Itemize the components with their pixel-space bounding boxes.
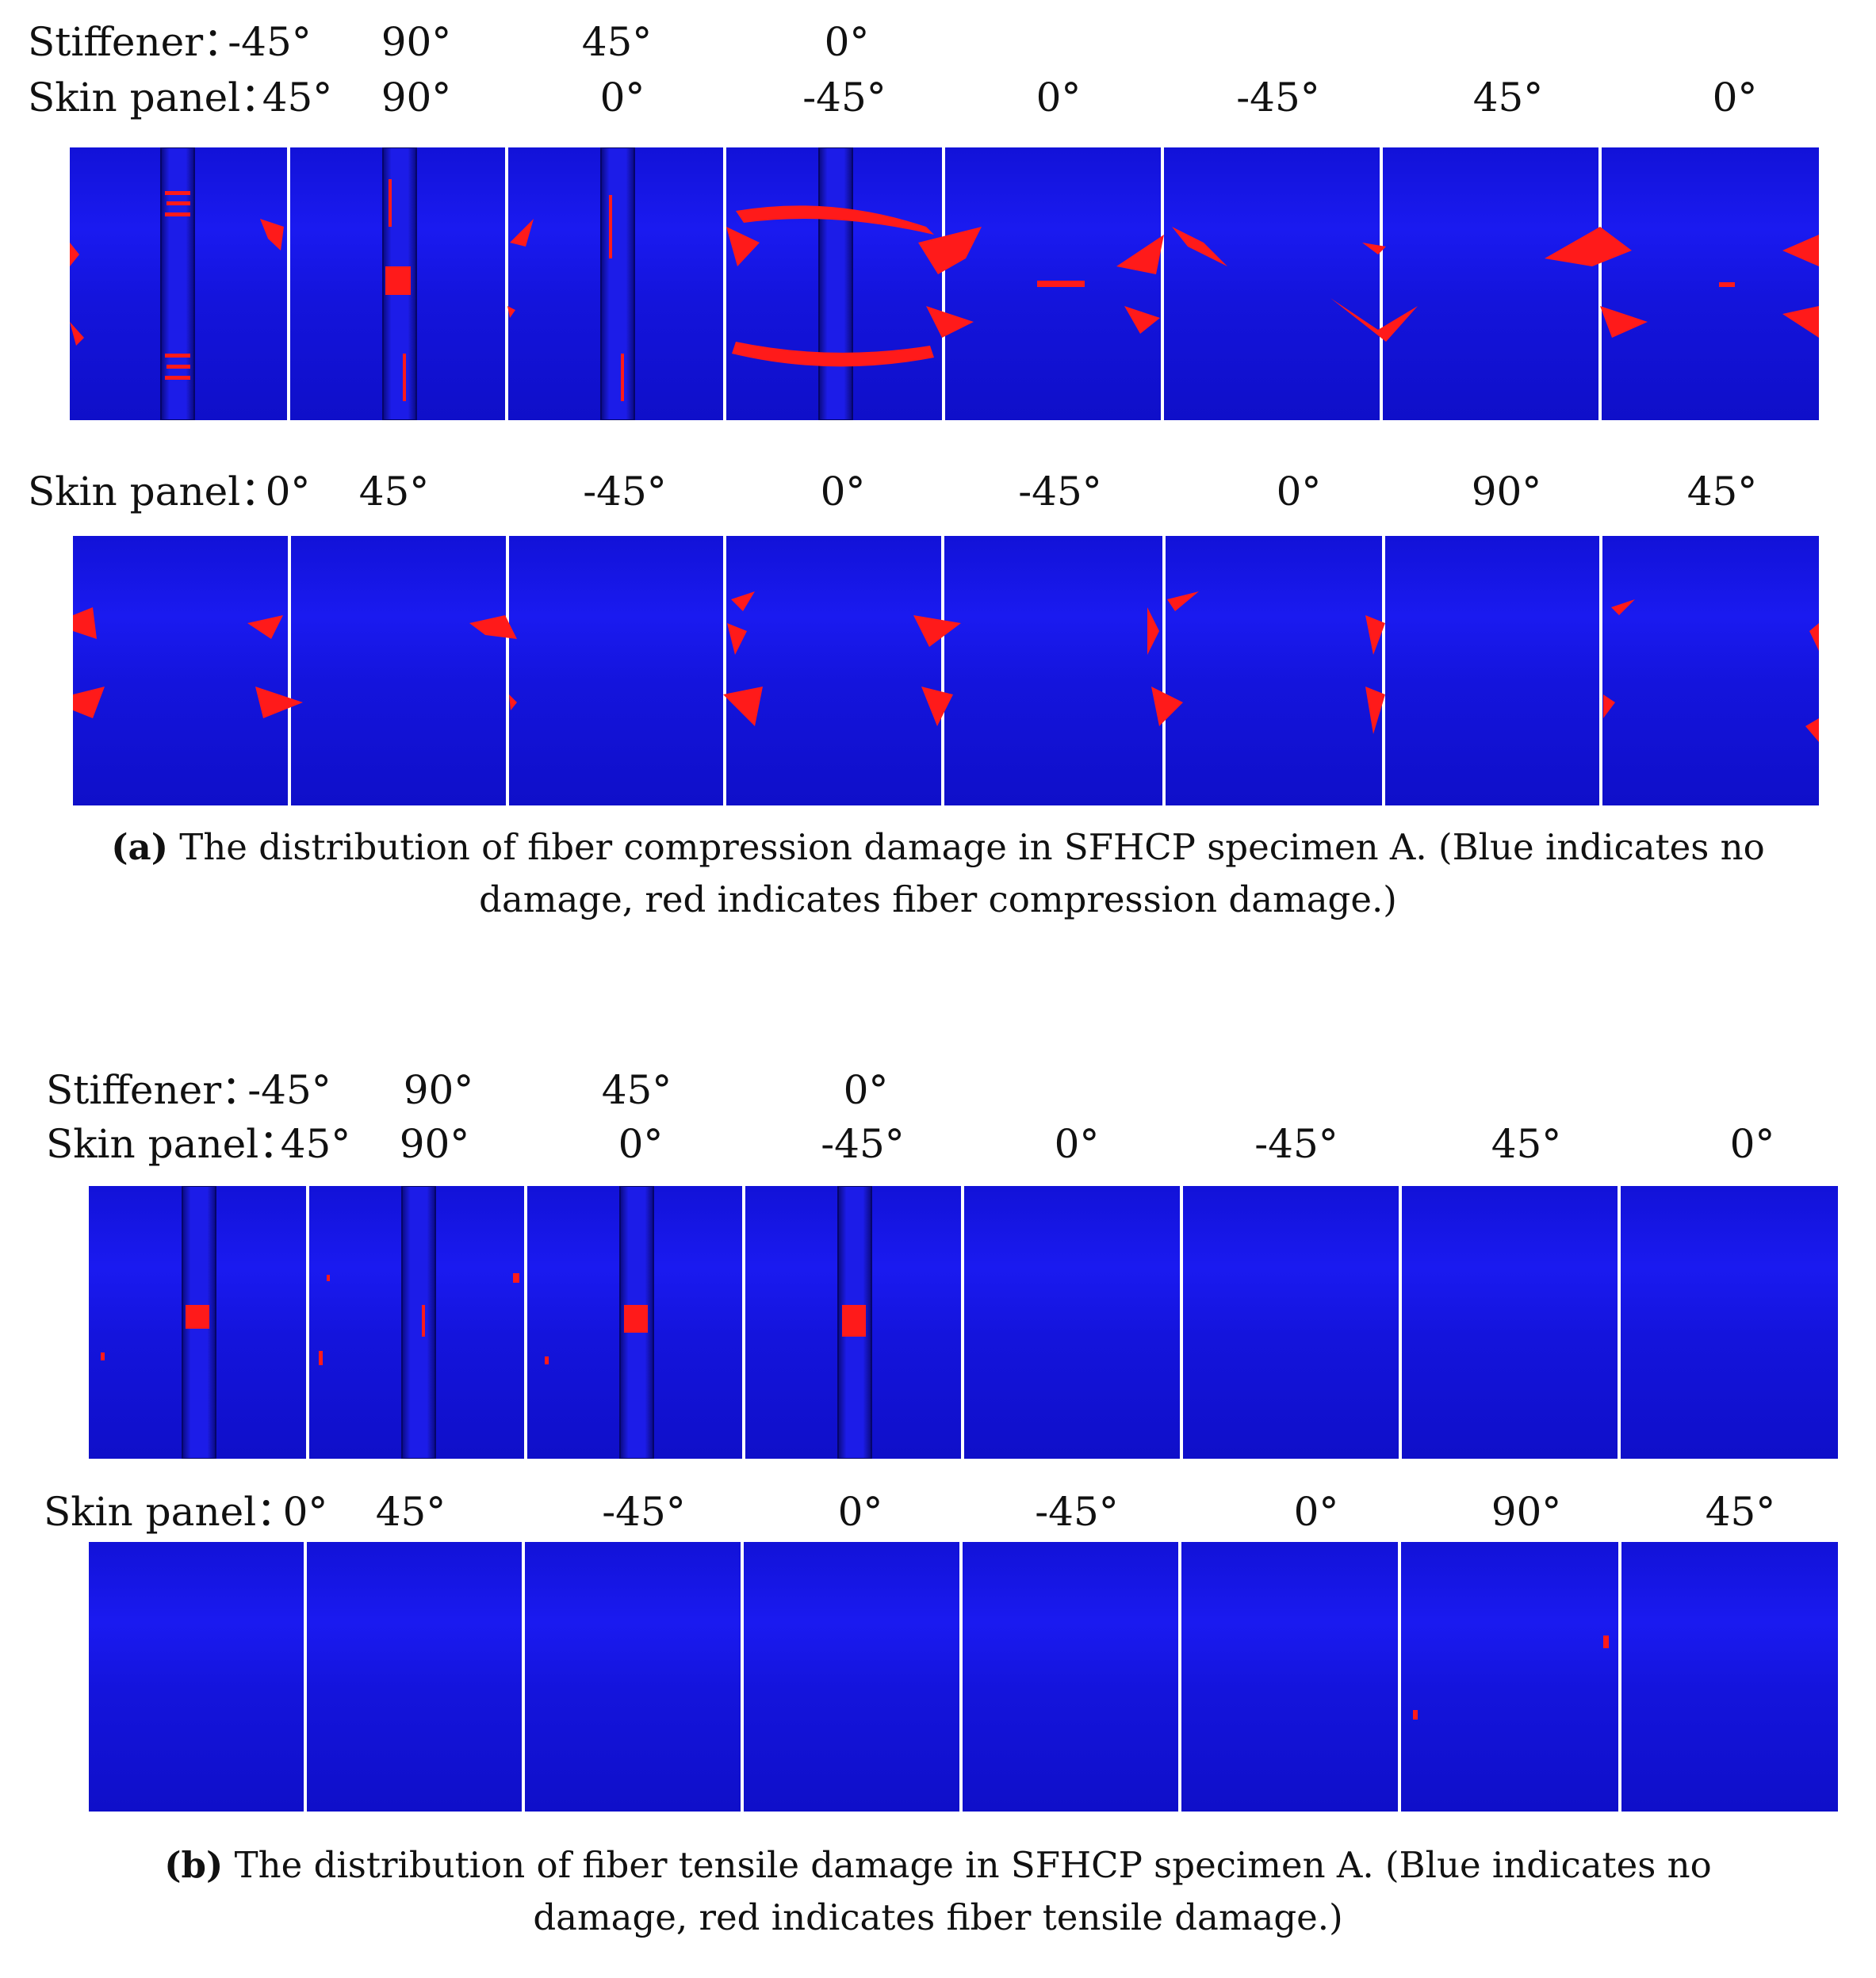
angle-label: -45° <box>1035 1489 1119 1535</box>
skin-panel-label: Skin panel： <box>44 1489 297 1535</box>
figure-caption: (a) The distribution of fiber compressio… <box>0 821 1876 926</box>
angle-label: -45° <box>583 469 667 515</box>
caption-letter: (a) <box>111 826 168 868</box>
angle-label: 45° <box>1491 1121 1562 1167</box>
angle-label: 90° <box>381 19 452 65</box>
damage-strip-stiffened <box>70 147 1819 420</box>
angle-label: -45° <box>1018 469 1102 515</box>
angle-label: 90° <box>381 75 452 121</box>
angle-label: 0° <box>1276 469 1322 515</box>
damage-strip-stiffened <box>89 1186 1838 1459</box>
caption-line-2: damage, red indicates fiber compression … <box>479 878 1397 920</box>
angle-label: 0° <box>618 1121 664 1167</box>
damage-contour-image <box>89 1186 1838 1459</box>
angle-label: -45° <box>228 19 312 65</box>
caption-line-1: The distribution of fiber compression da… <box>168 826 1765 868</box>
angle-label: 0° <box>1712 75 1758 121</box>
angle-label: 90° <box>1491 1489 1562 1535</box>
angle-label: 0° <box>282 1489 328 1535</box>
angle-label: 45° <box>601 1067 672 1113</box>
angle-label: 90° <box>399 1121 470 1167</box>
angle-label: 45° <box>280 1121 351 1167</box>
angle-label: 0° <box>843 1067 889 1113</box>
angle-label: 0° <box>820 469 866 515</box>
angle-label: 0° <box>1729 1121 1775 1167</box>
angle-label: 0° <box>824 19 870 65</box>
angle-label: 0° <box>265 469 311 515</box>
angle-label: 90° <box>403 1067 474 1113</box>
angle-label: 45° <box>358 469 430 515</box>
figure-caption: (b) The distribution of fiber tensile da… <box>0 1839 1876 1944</box>
angle-label: 45° <box>581 19 653 65</box>
angle-label: 45° <box>375 1489 446 1535</box>
angle-label: 0° <box>1036 75 1082 121</box>
caption-line-1: The distribution of fiber tensile damage… <box>223 1844 1712 1886</box>
damage-strip-skin <box>73 536 1819 805</box>
damage-contour-image <box>70 147 1819 420</box>
angle-label: 0° <box>599 75 645 121</box>
skin-panel-label: Skin panel： <box>28 75 281 121</box>
caption-line-2: damage, red indicates fiber tensile dama… <box>533 1896 1343 1938</box>
damage-contour-image <box>89 1542 1838 1812</box>
angle-label: -45° <box>821 1121 905 1167</box>
angle-label: 0° <box>1293 1489 1339 1535</box>
angle-label: 45° <box>1472 75 1544 121</box>
stiffener-label: Stiffener： <box>46 1067 262 1113</box>
angle-label: -45° <box>1254 1121 1338 1167</box>
angle-label: 45° <box>1705 1489 1776 1535</box>
damage-contour-image <box>73 536 1819 805</box>
skin-panel-label: Skin panel： <box>46 1121 299 1167</box>
damage-strip-skin <box>89 1542 1838 1812</box>
angle-label: -45° <box>1236 75 1320 121</box>
angle-label: 0° <box>837 1489 883 1535</box>
angle-label: 45° <box>262 75 333 121</box>
angle-label: 90° <box>1471 469 1542 515</box>
angle-label: 0° <box>1054 1121 1100 1167</box>
angle-label: -45° <box>802 75 886 121</box>
stiffener-label: Stiffener： <box>28 19 243 65</box>
caption-letter: (b) <box>164 1844 224 1886</box>
angle-label: 45° <box>1686 469 1758 515</box>
angle-label: -45° <box>247 1067 331 1113</box>
skin-panel-label: Skin panel： <box>28 469 281 515</box>
angle-label: -45° <box>602 1489 686 1535</box>
